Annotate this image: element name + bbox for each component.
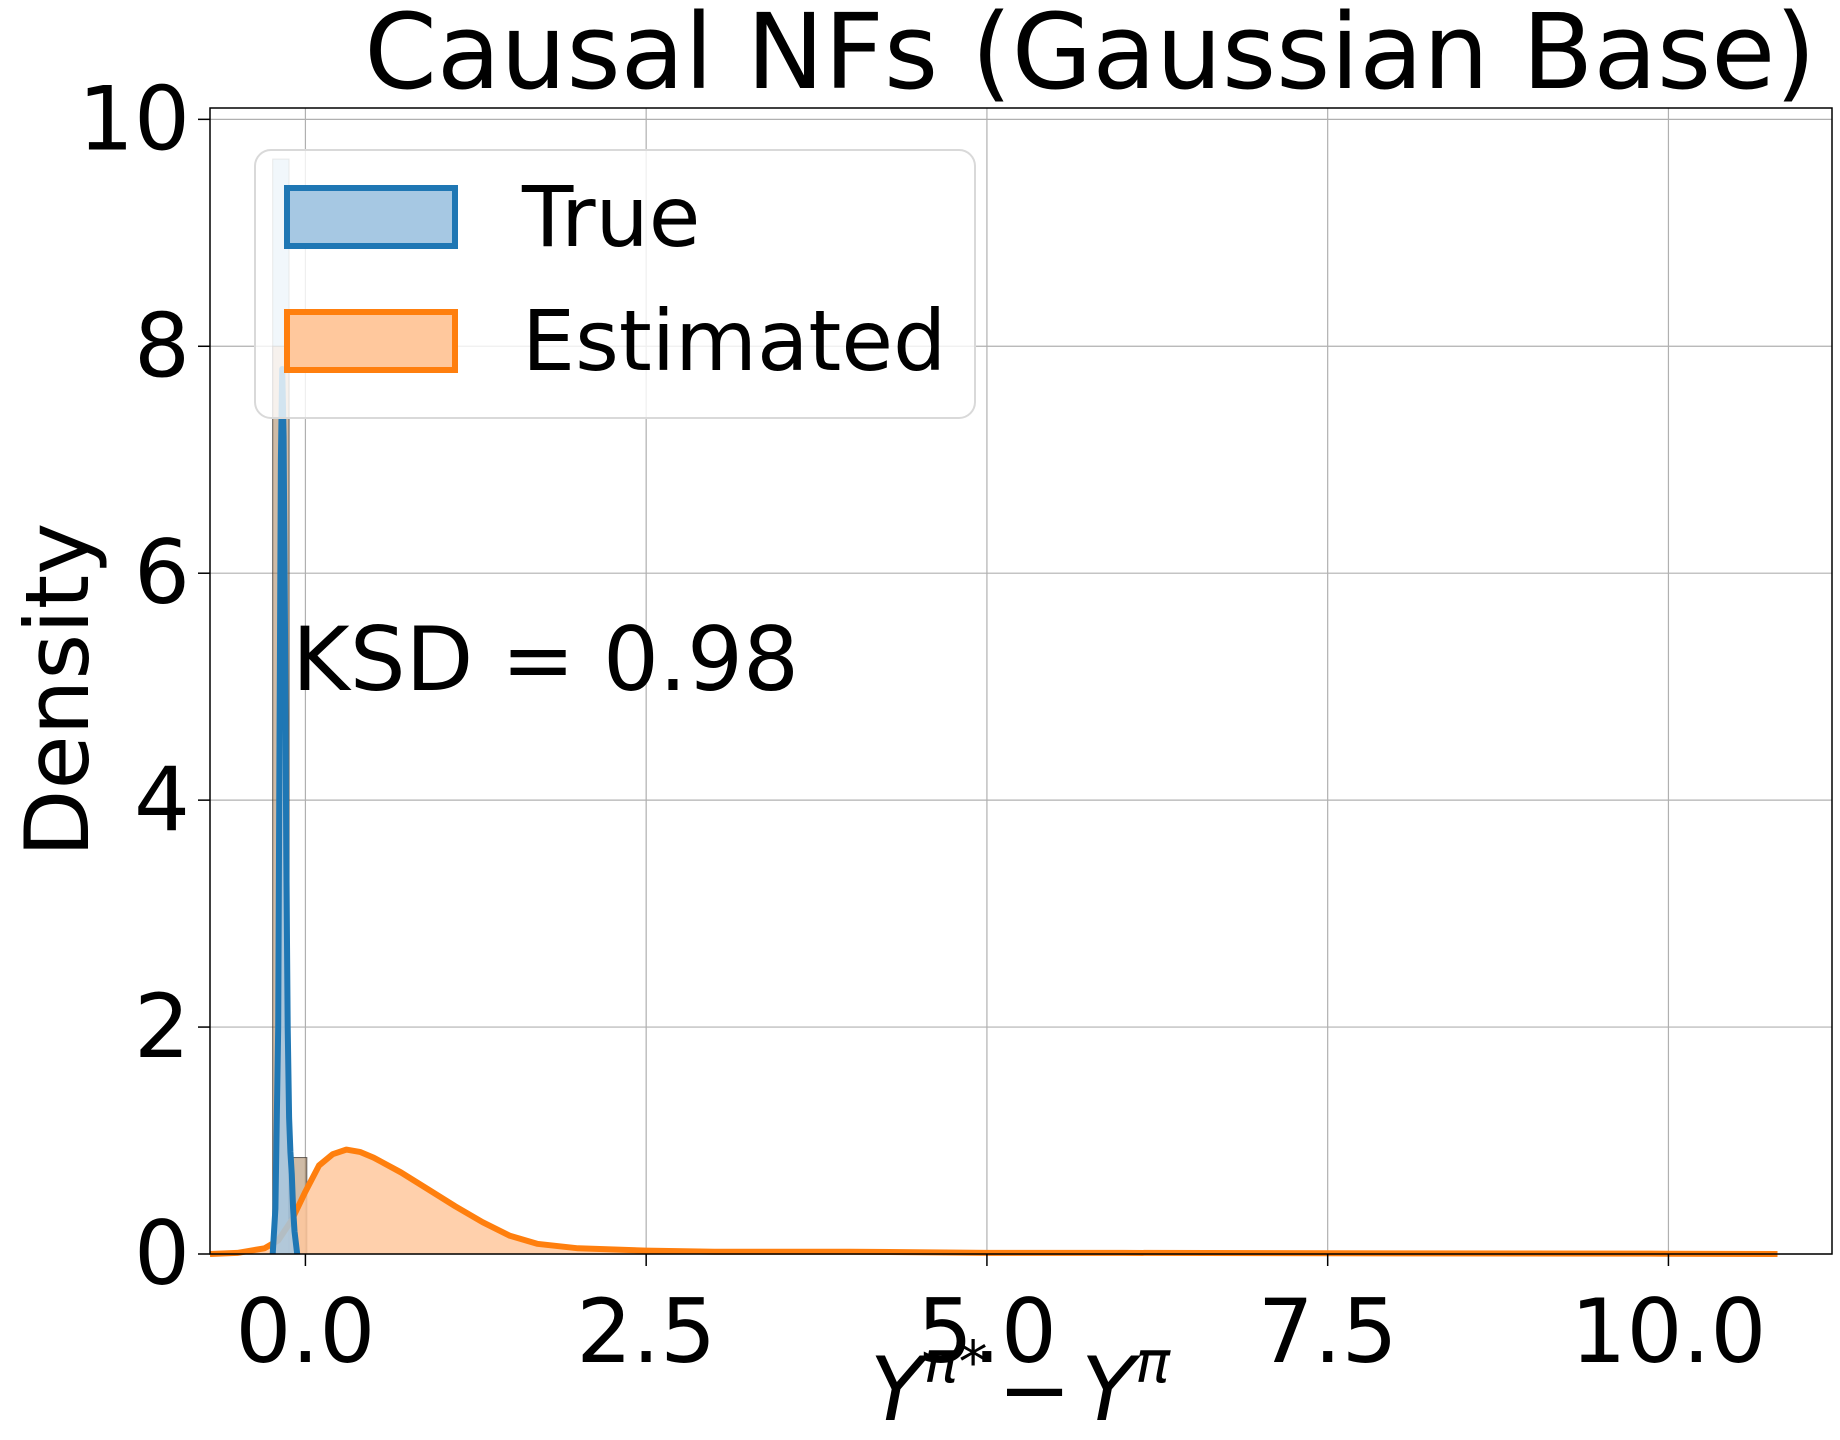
legend-label-true: True [521, 168, 700, 266]
y-tick-label: 0 [134, 1202, 190, 1305]
kde-line-true [269, 366, 301, 1255]
x-tick-label: 7.5 [1258, 1280, 1398, 1383]
y-tick-label: 2 [134, 975, 190, 1078]
kde-area-estimated [210, 1149, 1778, 1254]
x-axis-label-star: * [959, 1328, 988, 1396]
x-axis-label-base2: Y [1081, 1338, 1141, 1440]
x-tick-label: 10.0 [1570, 1280, 1766, 1383]
x-tick-label: 2.5 [576, 1280, 716, 1383]
axis-ticks: 0.0 2.5 5.0 7.5 10.0 0 2 4 6 8 10 [78, 67, 1766, 1383]
x-axis-label: Yπ* − Yπ [870, 1328, 1171, 1440]
y-tick-label: 8 [134, 294, 190, 397]
x-axis-label-minus: − [998, 1338, 1072, 1440]
x-axis-label-sup2: π [1135, 1328, 1171, 1396]
kde-curves [209, 366, 1778, 1257]
y-axis-label: Density [6, 523, 109, 858]
x-tick-label: 5.0 [917, 1280, 1057, 1383]
x-axis-label-sup1: π [924, 1328, 960, 1396]
x-axis-label-base1: Y [870, 1338, 930, 1440]
y-tick-label: 4 [134, 748, 190, 851]
y-tick-label: 10 [78, 67, 190, 170]
legend-swatch-estimated [284, 309, 458, 373]
y-tick-label: 6 [134, 521, 190, 624]
chart-title: Causal NFs (Gaussian Base) [364, 0, 1816, 113]
ksd-annotation: KSD = 0.98 [292, 608, 799, 711]
plot-frame [209, 107, 1833, 1255]
legend-label-estimated: Estimated [522, 292, 946, 390]
legend-swatch-true [284, 185, 458, 249]
legend: True Estimated [254, 149, 976, 419]
x-tick-label: 0.0 [235, 1280, 375, 1383]
